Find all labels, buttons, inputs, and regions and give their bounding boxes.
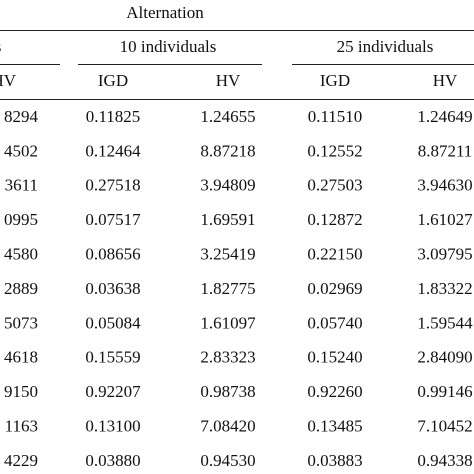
cell: 7.08420 [200,417,255,436]
cell: 4502 [4,141,38,160]
column-header: HV [433,71,458,90]
cell: 8294 [4,107,39,126]
cell: 1.69591 [200,210,255,229]
cell: 0.13485 [307,417,362,436]
group-header: Alternation [126,3,204,22]
cell: 0.12872 [307,210,362,229]
cell: 1.61027 [417,210,473,229]
cell: 0.08656 [85,245,140,264]
cell: 5073 [4,313,38,332]
cell: 4580 [4,245,38,264]
cell: 1.82775 [200,279,255,298]
cell: 9150 [4,382,38,401]
cell: 0.15240 [307,348,362,367]
cell: 8.87218 [200,141,255,160]
cell: 0.03638 [85,279,140,298]
cell: 1.59544 [417,313,473,332]
cell: 1.61097 [200,313,256,332]
subgroup-header: 10 individuals [120,37,217,56]
cell: 3611 [5,176,38,195]
cell: 1.24649 [417,107,472,126]
cell: 0.98738 [200,382,255,401]
cell: 2.84090 [417,348,472,367]
cell: 8.87211 [418,141,473,160]
cell: 3.09795 [417,245,472,264]
cell: 0.94338 [417,451,472,470]
column-header: IGD [320,71,350,90]
subgroup-header: ls [0,37,1,56]
cell: 4229 [4,451,38,470]
cell: 7.10452 [417,417,472,436]
cell: 1.83322 [417,279,472,298]
cell: 0.92207 [85,382,141,401]
column-header: HV [0,71,17,90]
cell: 0.22150 [307,245,362,264]
cell: 0.03880 [85,451,140,470]
cell: 0995 [4,210,38,229]
cell: 0.03883 [307,451,362,470]
cell: 0.13100 [85,417,140,436]
cell: 0.11825 [86,107,141,126]
cell: 0.99146 [417,382,472,401]
cell: 0.11510 [308,107,363,126]
cell: 0.27518 [85,176,140,195]
cell: 3.94809 [200,176,255,195]
subgroup-header: 25 individuals [337,37,434,56]
cell: 2889 [4,279,38,298]
cell: 2.83323 [200,348,255,367]
cell: 4618 [4,348,38,367]
cell: 0.02969 [307,279,362,298]
cell: 0.15559 [85,348,140,367]
cell: 0.92260 [307,382,362,401]
column-header: HV [216,71,241,90]
cell: 0.94530 [200,451,255,470]
cell: 3.94630 [417,176,472,195]
cell: 0.05740 [307,313,362,332]
cell: 0.05084 [85,313,141,332]
cell: 1163 [5,417,38,436]
cell: 1.24655 [200,107,255,126]
column-header: IGD [98,71,128,90]
cell: 0.12464 [85,141,141,160]
cell: 0.07517 [85,210,141,229]
cell: 3.25419 [200,245,255,264]
cell: 0.12552 [307,141,362,160]
cell: 0.27503 [307,176,362,195]
